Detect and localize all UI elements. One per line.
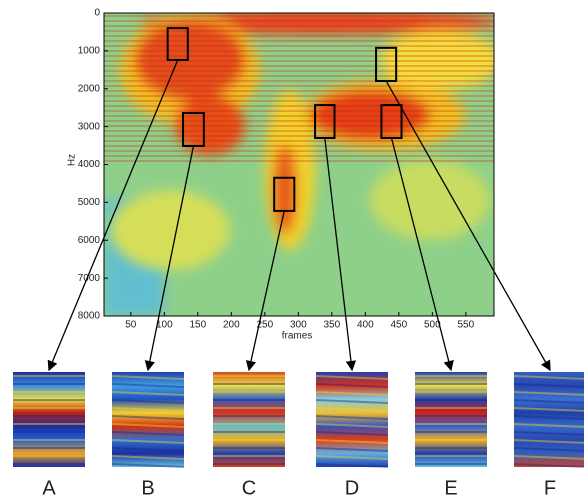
y-tick-label: 5000: [78, 197, 101, 208]
spectrogram: [104, 10, 500, 316]
x-tick-label: 550: [458, 320, 475, 331]
x-tick-label: 400: [357, 320, 374, 331]
y-tick-label: 3000: [78, 121, 101, 132]
patch-label: E: [444, 477, 457, 499]
y-tick-label: 2000: [78, 83, 101, 94]
y-tick-label: 0: [94, 8, 100, 19]
patch-image: [213, 372, 285, 467]
y-tick-label: 6000: [78, 235, 101, 246]
x-axis-label: frames: [282, 331, 313, 342]
y-tick-label: 8000: [78, 311, 101, 322]
y-axis-label: Hz: [67, 154, 78, 166]
patch-label: C: [242, 477, 256, 499]
y-tick-label: 1000: [78, 46, 101, 57]
patch-label: D: [345, 477, 359, 499]
x-tick-label: 150: [189, 320, 206, 331]
x-tick-label: 50: [125, 320, 137, 331]
x-tick-label: 300: [290, 320, 307, 331]
patch-label: F: [544, 477, 556, 499]
x-tick-label: 200: [223, 320, 240, 331]
figure: frames Hz 010002000300040005000600070008…: [0, 0, 584, 499]
y-tick-label: 4000: [78, 159, 101, 170]
patch-label: A: [42, 477, 56, 499]
patch-image: [13, 372, 85, 467]
patch-label: B: [141, 477, 154, 499]
x-tick-label: 450: [391, 320, 408, 331]
x-tick-label: 350: [323, 320, 340, 331]
patch-image: [415, 372, 487, 467]
